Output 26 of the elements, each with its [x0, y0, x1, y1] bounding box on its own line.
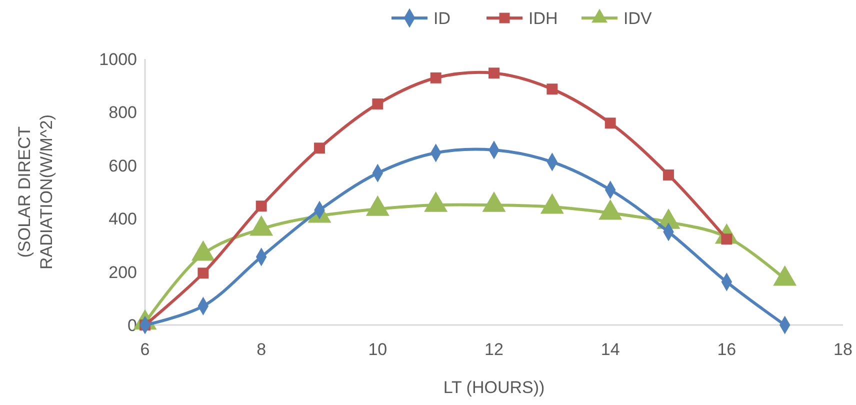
point — [256, 200, 267, 212]
point — [663, 170, 674, 180]
legend-label: IDH — [528, 8, 558, 28]
point — [372, 98, 384, 110]
x-tick-label: 10 — [368, 340, 388, 359]
y-tick-label: 600 — [108, 156, 137, 176]
legend-label: ID — [434, 8, 450, 28]
y-axis-title: (SOLAR DIRECT RADIATION(W/M^2) — [15, 114, 56, 270]
x-tick-label: 12 — [484, 340, 504, 359]
point — [430, 72, 442, 84]
x-tick-label: 6 — [140, 340, 150, 359]
legend-label: IDV — [624, 8, 652, 28]
y-tick-label: 800 — [108, 103, 137, 122]
y-tick-label: 1000 — [99, 50, 137, 69]
x-axis-title: LT (HOURS)) — [443, 378, 545, 397]
point — [198, 268, 209, 279]
point — [488, 68, 500, 79]
point — [314, 142, 325, 154]
point — [604, 118, 616, 129]
x-tick-label: 14 — [600, 340, 620, 359]
y-tick-label: 200 — [108, 262, 137, 282]
x-tick-label: 16 — [717, 340, 736, 359]
x-tick-label: 8 — [256, 340, 266, 359]
x-tick-label: 18 — [834, 340, 852, 359]
point — [546, 84, 558, 95]
y-tick-label: 400 — [108, 210, 137, 229]
